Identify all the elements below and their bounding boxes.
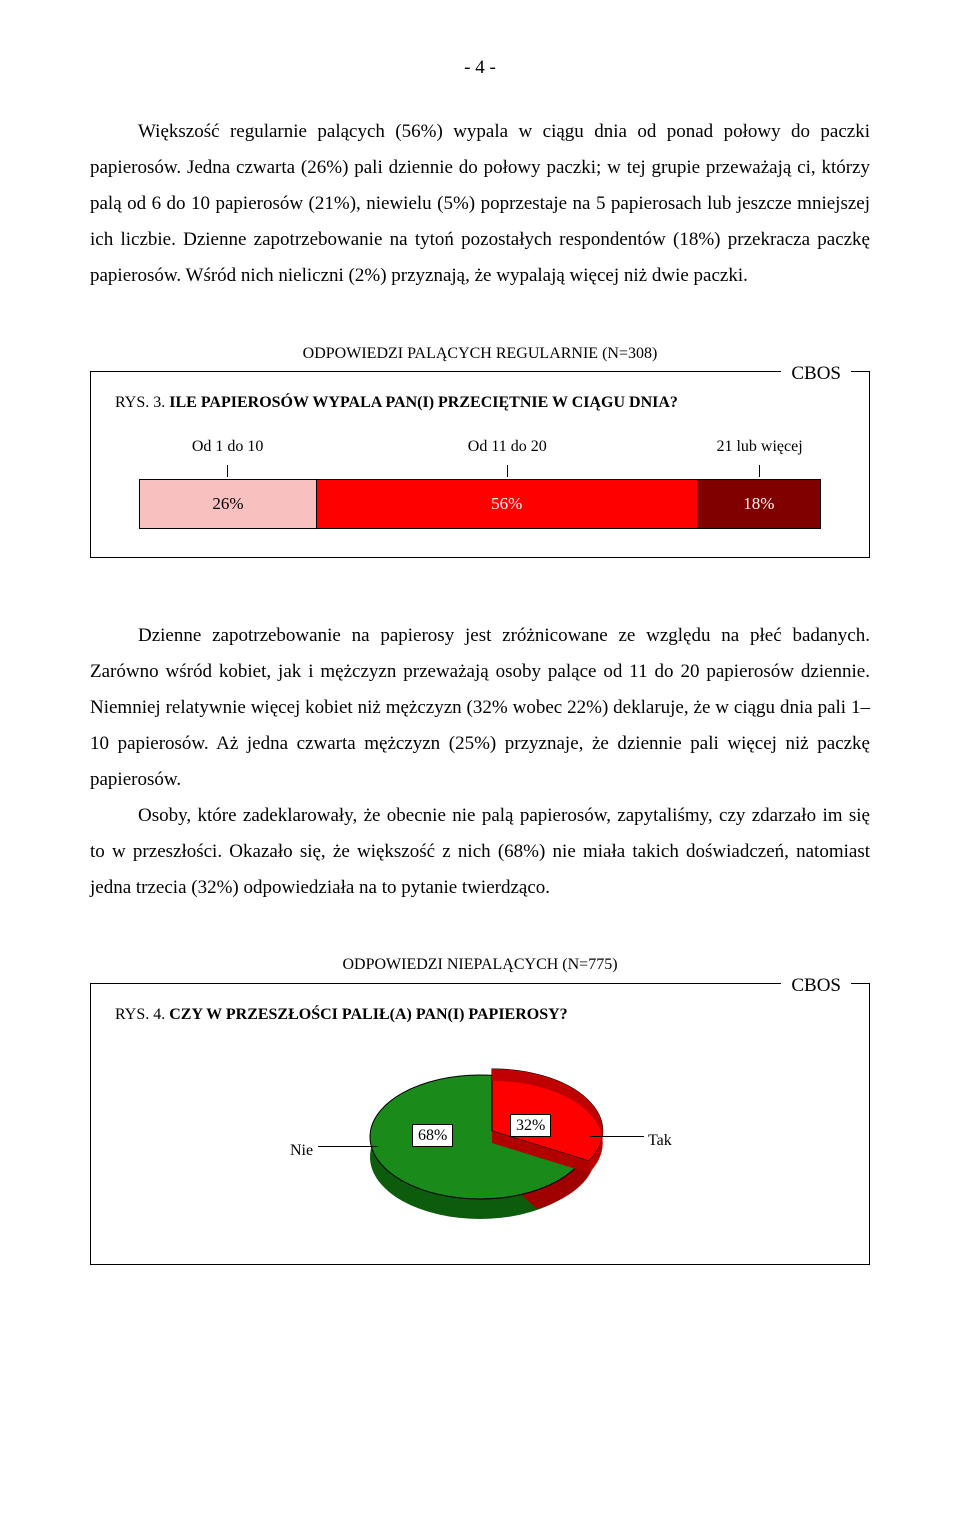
fig4-pie: Nie 68% 32% Tak (115, 1044, 845, 1244)
paragraph-3: Osoby, które zadeklarowały, że obecnie n… (90, 798, 870, 906)
fig4-box: CBOS RYS. 4. CZY W PRZESZŁOŚCI PALIŁ(A) … (90, 983, 870, 1265)
connector-line (318, 1146, 378, 1147)
fig3-legend-0: Od 1 do 10 (192, 438, 264, 455)
cbos-tag: CBOS (781, 356, 851, 392)
fig3-title-prefix: RYS. 3. (115, 394, 169, 411)
pie-value-tak: 32% (510, 1114, 551, 1137)
fig4-title: RYS. 4. CZY W PRZESZŁOŚCI PALIŁ(A) PAN(I… (115, 1000, 845, 1030)
fig3-title: RYS. 3. ILE PAPIEROSÓW WYPALA PAN(I) PRZ… (115, 388, 845, 418)
paragraph-1: Większość regularnie palących (56%) wypa… (90, 114, 870, 294)
tick-icon (227, 465, 228, 477)
fig4-caption: ODPOWIEDZI NIEPALĄCYCH (N=775) (90, 950, 870, 980)
fig3-legend-2: 21 lub więcej (716, 438, 802, 455)
fig3-box: CBOS RYS. 3. ILE PAPIEROSÓW WYPALA PAN(I… (90, 371, 870, 558)
pie-label-nie: Nie (290, 1136, 313, 1166)
fig3-legend-1: Od 11 do 20 (468, 438, 547, 455)
pie-value-nie: 68% (412, 1124, 453, 1147)
fig3-legend: Od 1 do 10 Od 11 do 20 21 lub więcej (139, 432, 821, 476)
pie-label-tak: Tak (648, 1126, 672, 1156)
fig3-stacked-bar: 26%56%18% (139, 479, 821, 529)
bar-segment: 18% (698, 480, 820, 528)
fig3-caption: ODPOWIEDZI PALĄCYCH REGULARNIE (N=308) (90, 339, 870, 369)
fig4-title-bold: CZY W PRZESZŁOŚCI PALIŁ(A) PAN(I) PAPIER… (169, 1006, 567, 1023)
fig4-title-prefix: RYS. 4. (115, 1006, 169, 1023)
page-number: - 4 - (90, 50, 870, 86)
fig3-title-bold: ILE PAPIEROSÓW WYPALA PAN(I) PRZECIĘTNIE… (169, 394, 678, 411)
pie-chart-icon (340, 1049, 620, 1239)
bar-segment: 56% (317, 480, 698, 528)
tick-icon (507, 465, 508, 477)
connector-line (590, 1136, 644, 1137)
paragraph-2: Dzienne zapotrzebowanie na papierosy jes… (90, 618, 870, 798)
bar-segment: 26% (140, 480, 317, 528)
tick-icon (759, 465, 760, 477)
cbos-tag: CBOS (781, 968, 851, 1004)
